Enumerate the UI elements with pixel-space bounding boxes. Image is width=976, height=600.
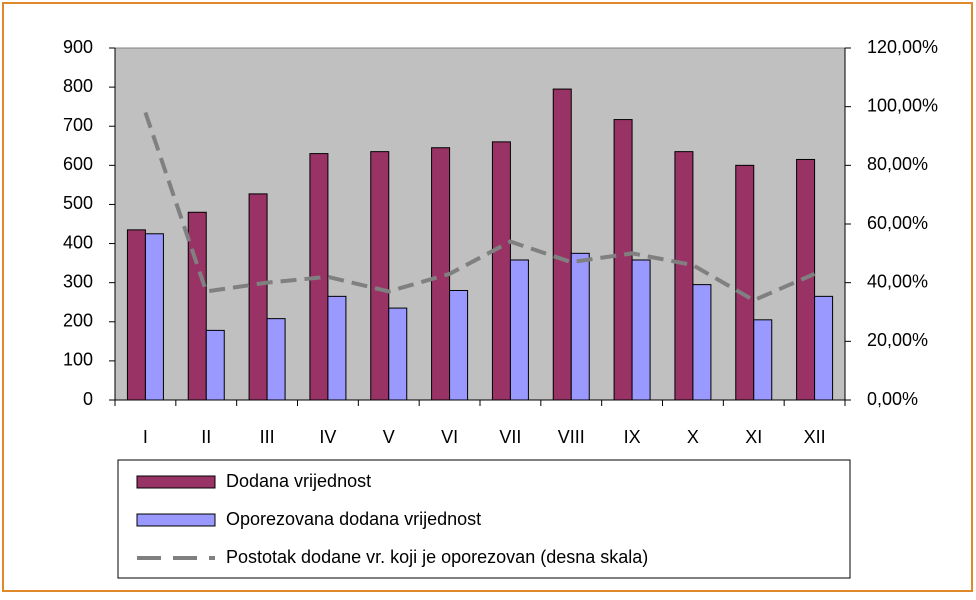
y-tick-label: 300 — [63, 271, 93, 291]
y-tick-label: 900 — [63, 37, 93, 57]
x-tick-label: VI — [441, 427, 458, 447]
bar — [674, 151, 694, 401]
y2-tick-label: 100,00% — [867, 95, 938, 115]
line-series — [143, 111, 816, 303]
legend-label: Postotak dodane vr. koji je oporezovan (… — [226, 547, 648, 567]
x-tick-label: XI — [745, 427, 762, 447]
bar — [552, 88, 572, 401]
bar — [144, 233, 164, 401]
bar — [631, 259, 651, 401]
x-tick-label: III — [260, 427, 275, 447]
bar — [248, 193, 268, 401]
y-tick-label: 400 — [63, 232, 93, 252]
legend-swatch — [136, 513, 216, 527]
bar — [491, 141, 511, 401]
y2-tick-label: 80,00% — [867, 154, 928, 174]
bar — [370, 151, 390, 401]
bar — [692, 284, 712, 401]
bar — [266, 318, 286, 401]
y2-tick-label: 0,00% — [867, 389, 918, 409]
y-tick-label: 700 — [63, 115, 93, 135]
bar — [449, 289, 469, 401]
x-tick-label: I — [143, 427, 148, 447]
bar — [126, 229, 146, 401]
bar — [205, 329, 225, 401]
x-tick-label: XII — [804, 427, 826, 447]
y-tick-label: 600 — [63, 154, 93, 174]
bar — [570, 252, 590, 401]
legend-label: Oporezovana dodana vrijednost — [226, 509, 481, 529]
bar — [327, 295, 347, 401]
bar — [735, 164, 755, 401]
y2-tick-label: 120,00% — [867, 37, 938, 57]
bar — [509, 259, 529, 401]
y2-tick-label: 40,00% — [867, 271, 928, 291]
bar — [753, 319, 773, 401]
x-tick-label: IX — [624, 427, 641, 447]
y-tick-label: 500 — [63, 193, 93, 213]
bar — [388, 307, 408, 401]
bar — [613, 119, 633, 401]
x-tick-label: VII — [499, 427, 521, 447]
y2-tick-label: 20,00% — [867, 330, 928, 350]
y-tick-label: 100 — [63, 350, 93, 370]
x-tick-label: VIII — [558, 427, 585, 447]
y-tick-label: 0 — [83, 389, 93, 409]
legend-label: Dodana vrijednost — [226, 471, 371, 491]
bar — [187, 211, 207, 401]
y-tick-label: 800 — [63, 76, 93, 96]
legend-swatch — [136, 475, 216, 489]
y2-tick-label: 60,00% — [867, 213, 928, 233]
x-tick-label: II — [201, 427, 211, 447]
plot-area — [114, 47, 846, 401]
y-tick-label: 200 — [63, 311, 93, 331]
legend-box — [117, 459, 851, 579]
x-tick-label: V — [383, 427, 395, 447]
bar — [814, 295, 834, 401]
x-tick-label: X — [687, 427, 699, 447]
x-tick-label: IV — [319, 427, 336, 447]
